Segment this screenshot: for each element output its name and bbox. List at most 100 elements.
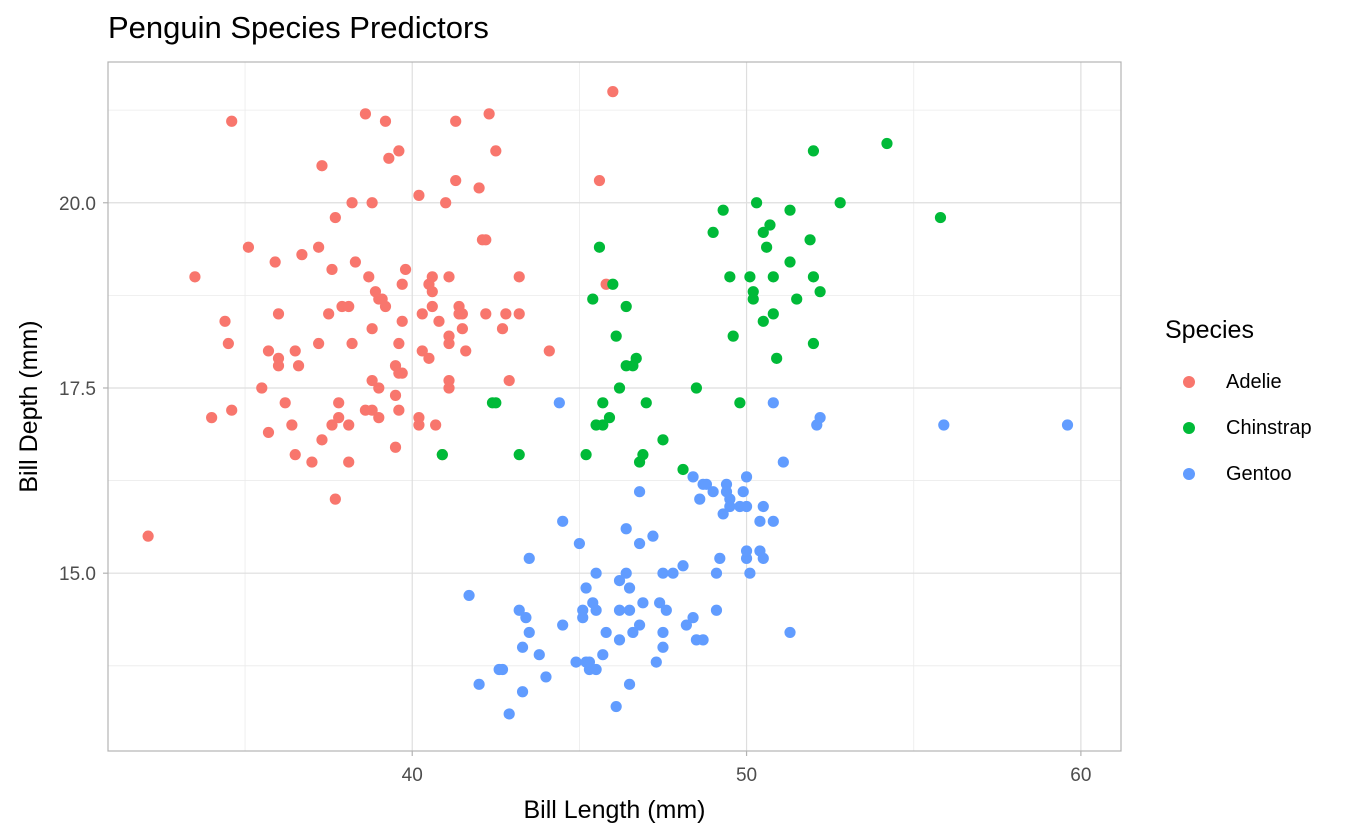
legend-key-dot — [1183, 422, 1195, 434]
data-point-adelie — [416, 308, 428, 320]
legend-items: Adelie Chinstrap Gentoo — [1165, 359, 1312, 497]
data-point-gentoo — [660, 604, 672, 616]
data-point-gentoo — [938, 419, 950, 431]
major-gridlines — [108, 62, 1121, 751]
data-point-adelie — [379, 300, 392, 313]
data-point-adelie — [242, 241, 255, 253]
data-point-chinstrap — [436, 449, 448, 461]
data-point-gentoo — [650, 656, 662, 668]
series-chinstrap — [436, 137, 947, 476]
data-point-adelie — [496, 323, 509, 335]
data-point-chinstrap — [610, 330, 622, 342]
data-point-chinstrap — [934, 211, 947, 224]
data-point-adelie — [222, 337, 234, 350]
data-point-chinstrap — [707, 226, 719, 238]
data-point-adelie — [366, 197, 378, 209]
data-point-adelie — [292, 360, 305, 372]
data-point-adelie — [316, 434, 328, 446]
data-point-gentoo — [740, 471, 753, 483]
data-point-chinstrap — [757, 315, 769, 327]
legend-item-gentoo: Gentoo — [1165, 451, 1312, 497]
x-tick-label: 50 — [736, 765, 757, 786]
data-point-adelie — [313, 241, 325, 253]
data-point-gentoo — [694, 493, 706, 505]
data-point-gentoo — [627, 626, 639, 639]
y-tick-label: 17.5 — [59, 379, 96, 400]
data-point-gentoo — [463, 589, 475, 602]
data-point-chinstrap — [734, 397, 746, 409]
data-point-adelie — [389, 389, 402, 401]
y-tick-label: 15.0 — [59, 564, 96, 585]
data-point-adelie — [426, 271, 438, 283]
data-point-adelie — [423, 352, 435, 364]
data-point-adelie — [272, 308, 285, 320]
data-point-gentoo — [814, 412, 826, 424]
data-point-gentoo — [613, 604, 626, 616]
data-point-adelie — [483, 108, 495, 120]
data-point-gentoo — [657, 626, 669, 639]
data-point-gentoo — [633, 537, 646, 550]
data-point-chinstrap — [637, 449, 649, 461]
data-point-gentoo — [1061, 419, 1074, 431]
data-point-chinstrap — [513, 449, 525, 461]
data-point-adelie — [480, 308, 492, 320]
data-point-chinstrap — [807, 337, 820, 350]
data-point-adelie — [480, 234, 492, 246]
data-point-adelie — [443, 337, 455, 350]
data-point-gentoo — [590, 567, 602, 579]
data-point-adelie — [379, 115, 392, 127]
data-point-gentoo — [623, 604, 636, 616]
data-point-gentoo — [740, 545, 753, 557]
data-point-gentoo — [540, 671, 552, 683]
data-point-adelie — [289, 345, 301, 357]
data-point-chinstrap — [807, 145, 820, 157]
data-points — [142, 86, 1074, 720]
data-point-chinstrap — [640, 397, 652, 409]
data-point-chinstrap — [747, 286, 759, 298]
data-point-adelie — [440, 197, 452, 209]
data-point-adelie — [316, 160, 328, 172]
data-point-chinstrap — [761, 241, 773, 253]
data-point-adelie — [513, 308, 525, 320]
data-point-adelie — [396, 278, 408, 290]
legend-item-adelie: Adelie — [1165, 359, 1312, 405]
data-point-adelie — [366, 404, 378, 416]
data-point-adelie — [286, 419, 298, 431]
data-point-adelie — [323, 308, 335, 320]
data-point-gentoo — [757, 552, 769, 564]
data-point-adelie — [373, 412, 385, 424]
series-gentoo — [463, 397, 1074, 720]
y-axis-ticks: 15.0 17.5 20.0 — [59, 194, 108, 585]
data-point-adelie — [343, 300, 355, 313]
legend-title: Species — [1165, 316, 1254, 344]
data-point-chinstrap — [580, 449, 592, 461]
data-point-adelie — [329, 211, 341, 224]
data-point-gentoo — [516, 641, 529, 653]
data-point-gentoo — [580, 582, 592, 594]
data-point-chinstrap — [587, 293, 599, 305]
data-point-adelie — [226, 404, 238, 416]
data-point-adelie — [473, 182, 485, 194]
data-point-chinstrap — [603, 412, 616, 424]
data-point-gentoo — [620, 567, 632, 579]
data-point-adelie — [426, 286, 438, 298]
data-point-gentoo — [724, 500, 736, 513]
data-point-adelie — [383, 152, 395, 164]
data-point-adelie — [306, 456, 318, 468]
data-point-chinstrap — [804, 234, 816, 246]
data-point-adelie — [413, 189, 425, 201]
data-point-gentoo — [687, 612, 699, 624]
data-point-adelie — [366, 374, 378, 387]
data-point-adelie — [366, 323, 378, 335]
data-point-gentoo — [503, 708, 515, 720]
legend: Species Adelie Chinstrap Gentoo — [1165, 316, 1312, 497]
data-point-gentoo — [577, 612, 589, 624]
data-point-adelie — [430, 419, 442, 431]
data-point-adelie — [333, 397, 345, 409]
data-point-gentoo — [777, 456, 789, 468]
data-point-adelie — [256, 382, 268, 394]
data-point-chinstrap — [657, 434, 669, 446]
data-point-chinstrap — [630, 352, 642, 364]
data-point-gentoo — [610, 700, 622, 713]
data-point-adelie — [396, 367, 408, 379]
